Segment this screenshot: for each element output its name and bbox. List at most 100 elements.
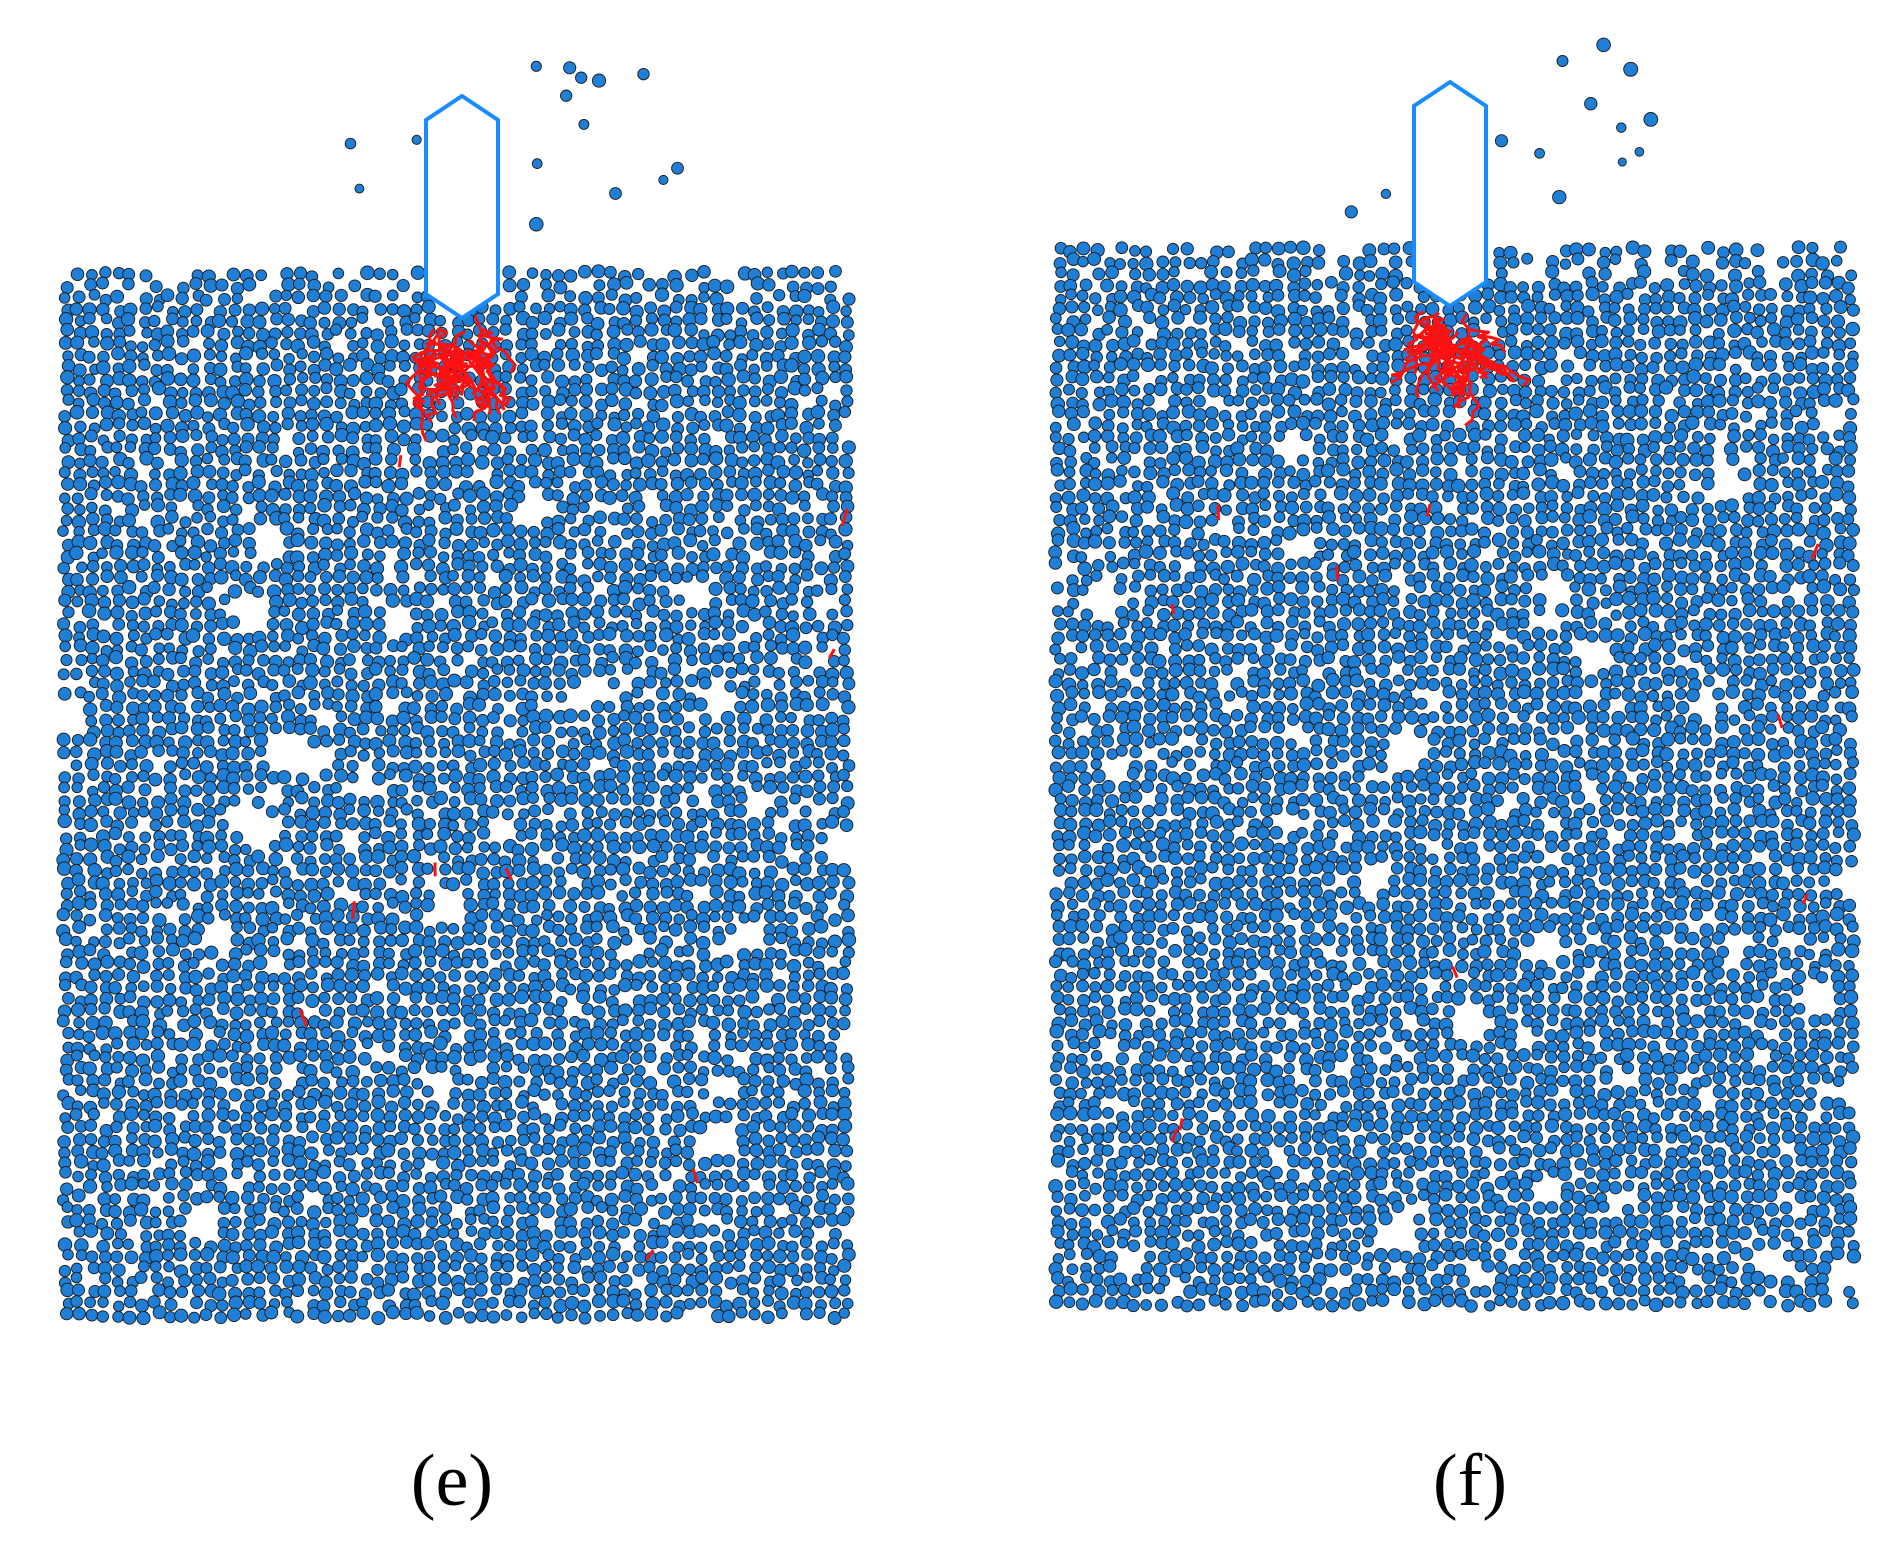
particle (670, 1155, 683, 1168)
particle (436, 725, 449, 738)
particle (616, 1014, 629, 1027)
particle (748, 440, 760, 453)
particle (320, 570, 333, 584)
particle (420, 652, 435, 667)
particle (540, 406, 555, 421)
particle (761, 1203, 775, 1218)
particle (335, 452, 348, 465)
particle (606, 478, 620, 492)
particle (723, 338, 736, 351)
particle (734, 475, 749, 491)
particle (98, 1002, 111, 1015)
particle (525, 592, 539, 606)
particle (789, 792, 801, 805)
particle (720, 526, 734, 540)
particle (669, 394, 685, 409)
particle (772, 1052, 785, 1064)
particle (372, 805, 385, 817)
particle (255, 912, 270, 927)
particle (762, 628, 775, 641)
particle (82, 1061, 97, 1076)
particle (306, 1179, 320, 1193)
particle (69, 1108, 83, 1121)
particle (413, 839, 426, 852)
particle (225, 1250, 240, 1265)
particle (343, 526, 356, 539)
particle (58, 771, 72, 784)
particle (318, 991, 331, 1004)
particle (579, 394, 593, 409)
particle (616, 1293, 631, 1308)
particle (238, 383, 253, 397)
particle (785, 912, 798, 925)
particle (658, 920, 670, 933)
particle (802, 525, 816, 539)
particle (451, 557, 465, 571)
particle (763, 314, 776, 327)
particle (486, 1296, 499, 1309)
particle (307, 1236, 322, 1251)
particle (577, 1141, 592, 1157)
particle (671, 1202, 685, 1216)
particle (185, 628, 201, 643)
particle (683, 735, 696, 749)
particle (88, 336, 100, 348)
particle (71, 781, 83, 794)
particle (227, 675, 240, 688)
particle (177, 814, 191, 829)
particle (811, 465, 824, 477)
particle (785, 323, 800, 338)
particle (628, 886, 642, 899)
particle (124, 1106, 139, 1122)
particle (773, 979, 786, 992)
particle (412, 780, 425, 793)
particle (556, 1192, 569, 1206)
particle (451, 654, 464, 667)
particle (57, 746, 71, 760)
particle (62, 1248, 74, 1261)
particle (829, 1297, 842, 1310)
particle (281, 406, 295, 421)
particle (563, 1240, 577, 1254)
particle (708, 628, 721, 641)
particle (95, 653, 110, 668)
particle (250, 1259, 266, 1274)
particle (446, 1002, 461, 1017)
particle (384, 1017, 397, 1031)
particle (240, 1061, 254, 1074)
particle (542, 642, 557, 656)
particle (252, 315, 267, 330)
particle (192, 645, 205, 658)
particle (122, 580, 137, 595)
particle (608, 984, 621, 996)
particle (554, 432, 567, 446)
particle (434, 619, 447, 632)
particle (711, 1178, 724, 1191)
particle (838, 1284, 851, 1297)
particle (707, 980, 719, 992)
particle (69, 302, 83, 316)
particle (554, 1015, 569, 1030)
particle (162, 1238, 176, 1252)
particle (61, 1121, 75, 1134)
particle (291, 607, 306, 622)
particle (137, 770, 150, 783)
particle (824, 1273, 836, 1286)
particle (644, 322, 659, 337)
particle (97, 1135, 111, 1148)
particle (541, 747, 555, 760)
particle (760, 394, 773, 407)
particle (305, 1073, 319, 1087)
particle (592, 1225, 607, 1240)
particle (761, 1294, 775, 1307)
particle (800, 723, 815, 738)
particle (592, 726, 607, 740)
particle (646, 886, 660, 901)
particle (283, 1168, 296, 1181)
particle (568, 383, 582, 397)
particle (434, 607, 449, 622)
particle (384, 334, 399, 349)
particle (83, 690, 95, 703)
particle (758, 885, 773, 900)
particle (761, 383, 774, 396)
